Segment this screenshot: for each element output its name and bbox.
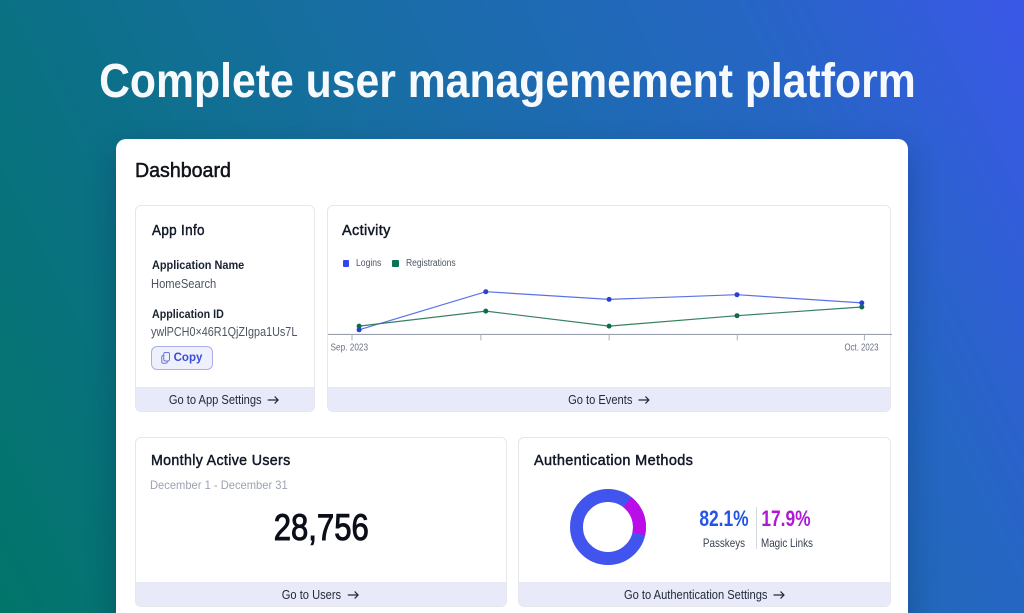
svg-text:Oct. 2023: Oct. 2023 [844, 342, 878, 354]
svg-text:Sep. 2023: Sep. 2023 [330, 342, 368, 354]
